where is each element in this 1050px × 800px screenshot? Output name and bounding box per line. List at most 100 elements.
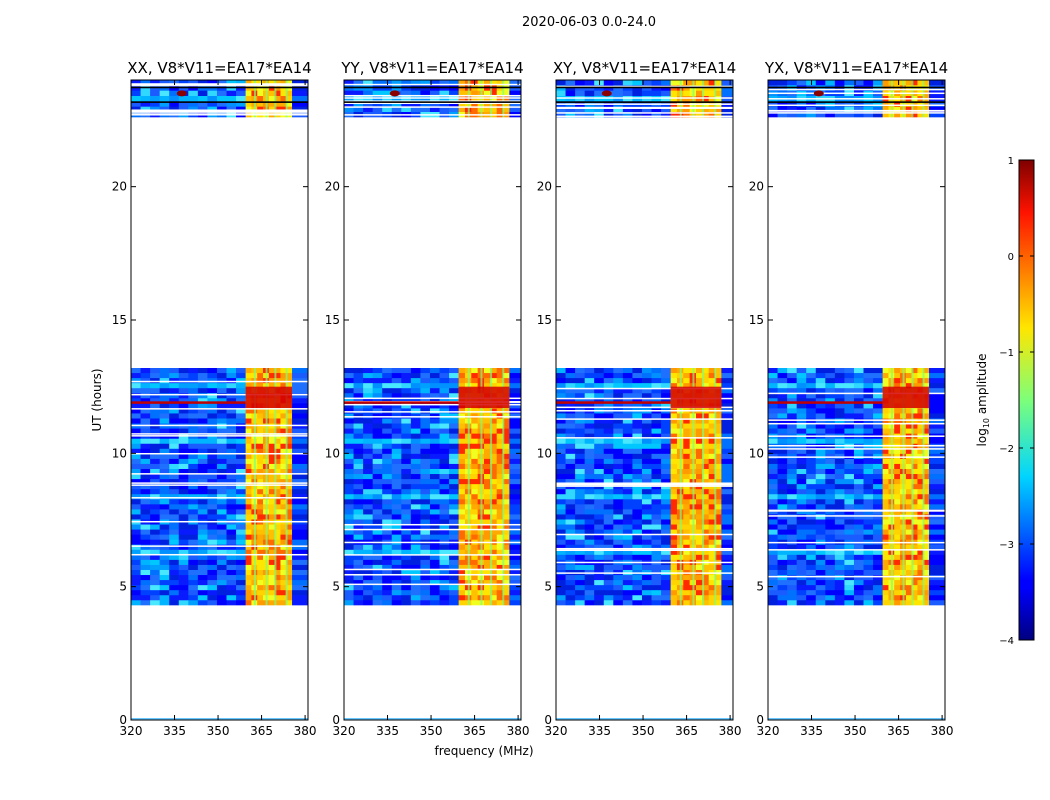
texture-cell: [509, 428, 521, 435]
texture-cell: [401, 418, 412, 424]
texture-cell: [584, 509, 595, 515]
rfi-cell: [702, 106, 710, 113]
texture-cell: [226, 564, 237, 571]
texture-cell: [188, 549, 199, 556]
texture-cell: [796, 569, 807, 576]
x-tick-label: 335: [588, 724, 611, 738]
texture-cell: [150, 559, 161, 566]
texture-cell: [565, 585, 576, 591]
texture-cell: [429, 378, 440, 384]
texture-cell: [363, 453, 374, 460]
rfi-cell: [917, 423, 924, 429]
texture-cell: [584, 368, 595, 374]
texture-cell: [603, 564, 614, 571]
texture-cell: [449, 428, 460, 435]
rfi-cell: [923, 564, 930, 571]
texture-cell: [594, 413, 605, 419]
texture-cell: [863, 504, 874, 510]
texture-cell: [236, 373, 247, 379]
x-tick-label: 320: [333, 724, 356, 738]
texture-cell: [509, 443, 521, 450]
texture-cell: [873, 504, 884, 510]
texture-cell: [226, 474, 237, 480]
texture-cell: [565, 90, 576, 97]
rfi-cell: [715, 509, 722, 515]
texture-cell: [420, 418, 431, 424]
rfi-cell: [905, 499, 913, 505]
rfi-cell: [280, 504, 287, 510]
rfi-cell: [923, 529, 930, 536]
rfi-cell: [471, 600, 479, 606]
texture-cell: [382, 484, 393, 490]
texture-cell: [429, 474, 440, 480]
texture-cell: [188, 90, 199, 97]
rfi-cell: [490, 96, 498, 102]
texture-cell: [382, 101, 393, 108]
texture-cell: [159, 595, 170, 601]
texture-cell: [787, 106, 798, 113]
texture-cell: [439, 468, 450, 475]
texture-cell: [439, 479, 450, 485]
texture-cell: [372, 90, 383, 97]
texture-cell: [787, 529, 798, 536]
texture-cell: [429, 554, 440, 561]
rfi-cell: [268, 514, 276, 520]
texture-cell: [159, 80, 170, 86]
texture-cell: [594, 403, 605, 409]
texture-cell: [439, 383, 450, 389]
texture-cell: [509, 383, 521, 389]
texture-cell: [131, 423, 141, 429]
rfi-cell: [702, 499, 710, 505]
texture-cell: [787, 378, 798, 384]
texture-cell: [197, 474, 208, 480]
rfi-cell: [484, 585, 491, 591]
texture-cell: [439, 101, 450, 108]
rfi-cell: [670, 494, 678, 500]
texture-cell: [131, 509, 141, 515]
texture-cell: [429, 524, 440, 530]
texture-cell: [509, 519, 521, 525]
texture-cell: [449, 463, 460, 470]
rfi-cell: [911, 529, 918, 536]
rfi-cell: [490, 368, 498, 374]
rfi-cell: [245, 428, 252, 435]
texture-cell: [815, 479, 826, 485]
texture-cell: [721, 413, 733, 419]
texture-cell: [873, 564, 884, 571]
texture-cell: [613, 90, 624, 97]
texture-cell: [632, 539, 643, 546]
rfi-cell: [245, 448, 252, 455]
texture-cell: [391, 368, 402, 374]
texture-cell: [150, 403, 161, 409]
rfi-cell: [923, 423, 930, 429]
rfi-cell: [274, 413, 281, 419]
rfi-cell: [905, 413, 913, 419]
texture-cell: [420, 453, 431, 460]
texture-cell: [292, 600, 308, 606]
texture-cell: [796, 398, 807, 404]
texture-cell: [169, 458, 180, 465]
texture-cell: [169, 388, 180, 394]
flagged-gap: [768, 117, 945, 368]
texture-cell: [429, 569, 440, 576]
texture-cell: [131, 544, 141, 551]
rfi-cell: [923, 494, 930, 500]
texture-cell: [796, 458, 807, 465]
flag-line: [768, 575, 945, 578]
rfi-cell: [917, 575, 924, 581]
texture-cell: [410, 499, 421, 505]
rfi-cell: [268, 368, 276, 374]
flag-line: [556, 549, 733, 552]
texture-cell: [929, 463, 945, 470]
texture-cell: [131, 443, 141, 450]
texture-cell: [401, 554, 412, 561]
strong-rfi-line: [556, 401, 671, 404]
texture-cell: [594, 489, 605, 495]
texture-cell: [292, 554, 308, 561]
texture-cell: [632, 590, 643, 596]
rfi-cell: [496, 474, 504, 480]
texture-cell: [401, 403, 412, 409]
rfi-cell: [484, 524, 491, 530]
rfi-cell: [683, 590, 691, 596]
